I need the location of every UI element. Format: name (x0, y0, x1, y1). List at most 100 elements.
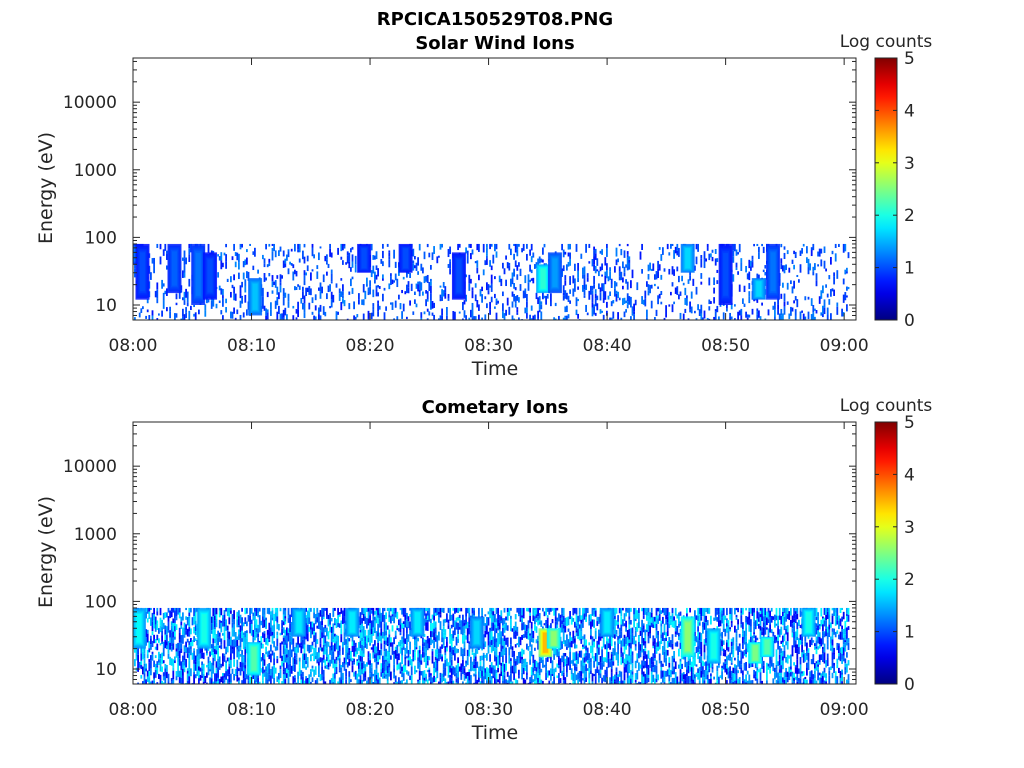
spectrogram-cell (506, 682, 509, 684)
spectrogram-cell (172, 643, 175, 650)
spectrogram-cell (511, 291, 514, 297)
spectrogram-cell (298, 661, 301, 668)
spectrogram-cell (335, 664, 338, 667)
spectrogram-cell (630, 280, 632, 289)
spectrogram-cell (436, 663, 439, 671)
spectrogram-cell (530, 675, 533, 684)
spectrogram-cell (418, 676, 421, 681)
spectrogram-cell (506, 671, 509, 677)
spectrogram-cell (356, 673, 359, 679)
spectrogram-cell (196, 656, 199, 665)
spectrogram-cell (524, 292, 527, 298)
spectrogram-cell (697, 615, 699, 622)
spectrogram-cell (452, 666, 455, 675)
spectrogram-cell (266, 672, 269, 680)
spectrogram-cell (713, 297, 715, 304)
spectrogram-cell (615, 607, 618, 614)
spectrogram-cell (724, 650, 727, 657)
x-tick-label: 08:10 (227, 336, 276, 356)
spectrogram-cell (223, 655, 226, 662)
spectrogram-cell (287, 673, 290, 678)
spectrogram-cell (710, 678, 712, 684)
spectrogram-cell (583, 638, 586, 647)
spectrogram-cell (679, 658, 682, 662)
spectrogram-cell (462, 318, 464, 320)
spectrogram-cell (657, 615, 659, 619)
spectrogram-cell (273, 619, 275, 625)
spectrogram-cell (306, 644, 309, 652)
spectrogram-cell (230, 291, 232, 298)
spectrogram-cell (321, 286, 323, 294)
spectrogram-cell (321, 674, 323, 681)
spectrogram-cell (401, 655, 403, 664)
spectrogram-cell (556, 649, 559, 658)
spectrogram-cell (617, 640, 619, 644)
spectrogram-cell (289, 673, 291, 677)
spectrogram-cell (313, 623, 315, 627)
spectrogram-cell (292, 271, 295, 281)
spectrogram-cell (690, 291, 693, 299)
spectrogram-cell (574, 663, 576, 671)
spectrogram-cell (287, 249, 290, 252)
spectrogram-cell (503, 675, 506, 684)
solar-wind-panel: Solar Wind Ions Energy (eV) Time Log cou… (35, 32, 932, 380)
spectrogram-cell (442, 669, 445, 678)
spectrogram-cell (721, 617, 723, 624)
spectrogram-cell (362, 284, 365, 293)
spectrogram-cell (623, 250, 626, 258)
spectrogram-cell (468, 680, 471, 684)
spectrogram-cell (167, 673, 170, 682)
spectrogram-cell (388, 634, 391, 638)
spectrogram-cell (666, 622, 669, 631)
spectrogram-cell (583, 679, 586, 684)
spectrogram-cell (183, 665, 186, 669)
spectrogram-cell (700, 273, 703, 279)
spectrogram-cell (322, 610, 325, 617)
spectrogram-cell (466, 607, 469, 614)
spectrogram-cell (257, 269, 259, 274)
spectrogram-cell (407, 616, 410, 622)
spectrogram-cell (617, 677, 619, 683)
spectrogram-cell (679, 642, 682, 649)
spectrogram-cell (473, 610, 475, 616)
spectrogram-cell (594, 628, 597, 631)
spectrogram-cell (276, 635, 279, 639)
spectrogram-cell (140, 308, 143, 313)
spectrogram-cell (148, 671, 151, 678)
spectrogram-cell (671, 643, 674, 650)
spectrogram-cell (402, 664, 405, 674)
spectrogram-cell (434, 649, 437, 657)
spectrogram-cell (593, 673, 595, 677)
spectrogram-cell (239, 614, 242, 621)
spectrogram-cell (418, 289, 421, 293)
spectrogram-cell (356, 314, 359, 318)
spectrogram-cell (436, 256, 439, 264)
spectrogram-cell (175, 302, 178, 306)
spectrogram-cell (382, 261, 384, 267)
spectrogram-cell (279, 282, 282, 286)
spectrogram-cell (481, 294, 483, 303)
spectrogram-cell (566, 655, 568, 664)
spectrogram-cell (460, 670, 463, 673)
spectrogram-cell (654, 274, 656, 280)
spectrogram-cell (196, 649, 199, 657)
spectrogram-cell (450, 680, 453, 684)
spectrogram-cell (426, 622, 429, 631)
spectrogram-cell (222, 295, 224, 299)
spectrogram-cell (705, 670, 707, 680)
spectrogram-cell (554, 647, 557, 656)
spectrogram-cell (218, 636, 221, 642)
spectrogram-cell (364, 641, 367, 648)
spectrogram-cell (807, 311, 810, 320)
spectrogram-cell (228, 631, 231, 640)
spectrogram-cell (383, 651, 386, 661)
spectrogram-cell (559, 623, 562, 628)
spectrogram-cell (474, 671, 477, 675)
spectrogram-cell (414, 639, 416, 646)
spectrogram-cell (335, 283, 338, 288)
spectrogram-cell (481, 670, 483, 677)
spectrogram-cell (274, 607, 277, 613)
spectrogram-cell (364, 629, 367, 637)
spectrogram-cell (194, 655, 197, 662)
spectrogram-cell (586, 607, 589, 614)
